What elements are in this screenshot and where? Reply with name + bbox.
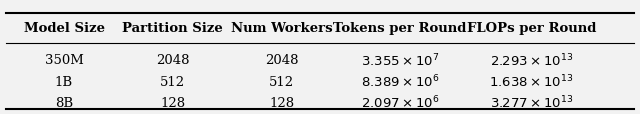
Text: $3.277 \times 10^{13}$: $3.277 \times 10^{13}$ <box>490 94 573 111</box>
Text: FLOPs per Round: FLOPs per Round <box>467 21 596 34</box>
Text: $8.389 \times 10^{6}$: $8.389 \times 10^{6}$ <box>361 73 439 90</box>
Text: 2048: 2048 <box>156 54 189 67</box>
Text: Num Workers: Num Workers <box>231 21 332 34</box>
Text: 350M: 350M <box>45 54 83 67</box>
Text: 128: 128 <box>160 96 186 109</box>
Text: 128: 128 <box>269 96 294 109</box>
Text: $1.638 \times 10^{13}$: $1.638 \times 10^{13}$ <box>489 73 573 90</box>
Text: $3.355 \times 10^{7}$: $3.355 \times 10^{7}$ <box>361 52 439 69</box>
Text: 2048: 2048 <box>265 54 298 67</box>
Text: Tokens per Round: Tokens per Round <box>333 21 467 34</box>
Text: 8B: 8B <box>55 96 73 109</box>
Text: Model Size: Model Size <box>24 21 104 34</box>
Text: $2.097 \times 10^{6}$: $2.097 \times 10^{6}$ <box>361 94 439 111</box>
Text: 512: 512 <box>269 75 294 88</box>
Text: $2.293 \times 10^{13}$: $2.293 \times 10^{13}$ <box>490 52 573 69</box>
Text: 512: 512 <box>160 75 186 88</box>
Text: 1B: 1B <box>55 75 73 88</box>
Text: Partition Size: Partition Size <box>122 21 223 34</box>
